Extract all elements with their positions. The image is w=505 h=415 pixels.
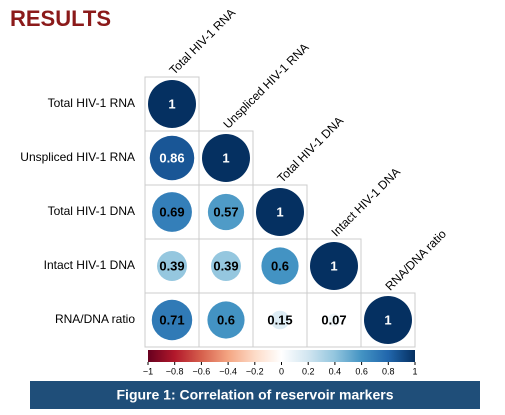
correlation-circle	[270, 310, 290, 330]
column-label: Unspliced HIV-1 RNA	[220, 40, 311, 131]
caption: Figure 1: Correlation of reservoir marke…	[117, 387, 394, 403]
row-label: Unspliced HIV-1 RNA	[20, 150, 135, 164]
value-label: 0.6	[271, 258, 289, 273]
correlation-circle	[327, 313, 341, 327]
column-label: Total HIV-1 DNA	[274, 114, 346, 186]
cell	[360, 292, 416, 348]
correlation-circle	[211, 251, 241, 281]
value-label: 1	[222, 150, 229, 165]
colorbar-tick-label: −1	[143, 366, 153, 376]
value-label: 0.71	[159, 312, 184, 327]
correlation-circle	[207, 193, 245, 231]
colorbar-tick-label: −0.8	[166, 366, 184, 376]
correlation-circle	[152, 192, 192, 232]
colorbar-tick-label: 0.2	[302, 366, 315, 376]
correlation-circle	[148, 80, 196, 128]
column-label: Intact HIV-1 DNA	[328, 165, 403, 240]
correlation-circle	[207, 301, 245, 339]
row-label: Intact HIV-1 DNA	[44, 258, 135, 272]
colorbar-tick-label: 0.8	[382, 366, 395, 376]
value-label: 0.15	[267, 312, 292, 327]
correlation-circle	[157, 251, 187, 281]
colorbar-tick-label: −0.2	[246, 366, 264, 376]
value-label: 0.6	[217, 312, 235, 327]
value-label: 0.39	[159, 258, 184, 273]
correlation-circle	[364, 296, 412, 344]
page-title: RESULTS	[10, 6, 111, 31]
column-label: RNA/DNA ratio	[382, 227, 449, 294]
correlation-circle	[151, 299, 193, 341]
value-label: 0.39	[213, 258, 238, 273]
colorbar-tick-label: −0.6	[193, 366, 211, 376]
correlation-circle	[256, 188, 304, 236]
correlation-circle	[261, 247, 299, 285]
row-label: RNA/DNA ratio	[55, 312, 135, 326]
colorbar-tick-label: 1	[412, 366, 417, 376]
colorbar	[148, 350, 415, 362]
value-label: 1	[168, 96, 175, 111]
value-label: 1	[276, 204, 283, 219]
caption-box	[30, 381, 480, 409]
correlation-circle	[202, 134, 250, 182]
correlation-circle	[310, 242, 358, 290]
colorbar-tick-label: −0.4	[219, 366, 237, 376]
colorbar-tick-label: 0	[279, 366, 284, 376]
correlation-circle	[149, 135, 195, 181]
value-label: 0.69	[159, 204, 184, 219]
colorbar-tick-label: 0.6	[355, 366, 368, 376]
value-label: 0.57	[213, 204, 238, 219]
row-label: Total HIV-1 DNA	[48, 204, 135, 218]
colorbar-tick-label: 0.4	[329, 366, 342, 376]
value-label: 1	[384, 312, 391, 327]
row-label: Total HIV-1 RNA	[48, 96, 135, 110]
column-label: Total HIV-1 RNA	[166, 6, 238, 78]
value-label: 1	[330, 258, 337, 273]
value-label: 0.86	[159, 150, 184, 165]
value-label: 0.07	[321, 312, 346, 327]
